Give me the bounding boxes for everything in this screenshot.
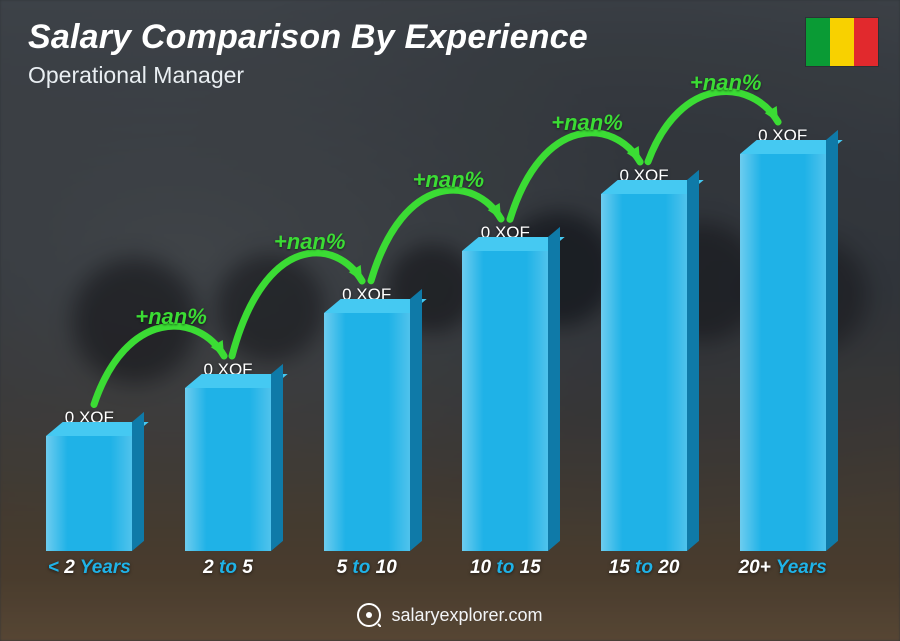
bar-chart: 0 XOF0 XOF0 XOF0 XOF0 XOF0 XOF < 2 Years… [20, 110, 852, 579]
chart-subtitle: Operational Manager [28, 62, 244, 89]
bar-front-face [46, 436, 132, 551]
bar-3: 0 XOF [436, 110, 575, 551]
bar-2: 0 XOF [297, 110, 436, 551]
x-axis-label: 10 to 15 [436, 557, 575, 579]
flag-stripe-1 [806, 18, 830, 66]
bar-0: 0 XOF [20, 110, 159, 551]
bars-container: 0 XOF0 XOF0 XOF0 XOF0 XOF0 XOF [20, 110, 852, 551]
logo-icon [357, 603, 381, 627]
bar-front-face [324, 313, 410, 551]
flag-stripe-2 [830, 18, 854, 66]
bar-front-face [185, 388, 271, 551]
bar-5: 0 XOF [713, 110, 852, 551]
bar-3d [740, 154, 826, 551]
bar-3d [462, 251, 548, 551]
bar-side-face [548, 227, 560, 551]
x-axis-label: 15 to 20 [575, 557, 714, 579]
bar-side-face [271, 364, 283, 551]
country-flag-mali [806, 18, 878, 66]
footer-text: salaryexplorer.com [391, 605, 542, 626]
bar-3d [185, 388, 271, 551]
bar-side-face [132, 412, 144, 551]
bar-1: 0 XOF [159, 110, 298, 551]
x-axis-label: < 2 Years [20, 557, 159, 579]
flag-stripe-3 [854, 18, 878, 66]
bar-side-face [410, 289, 422, 551]
x-axis-labels: < 2 Years2 to 55 to 1010 to 1515 to 2020… [20, 557, 852, 579]
chart-title: Salary Comparison By Experience [28, 18, 588, 57]
bar-4: 0 XOF [575, 110, 714, 551]
bar-side-face [826, 130, 838, 551]
bar-front-face [601, 194, 687, 551]
bar-3d [601, 194, 687, 551]
bar-front-face [740, 154, 826, 551]
footer: salaryexplorer.com [0, 603, 900, 627]
x-axis-label: 5 to 10 [297, 557, 436, 579]
bar-3d [324, 313, 410, 551]
x-axis-label: 20+ Years [713, 557, 852, 579]
x-axis-label: 2 to 5 [159, 557, 298, 579]
bar-front-face [462, 251, 548, 551]
bar-3d [46, 436, 132, 551]
bar-side-face [687, 170, 699, 551]
